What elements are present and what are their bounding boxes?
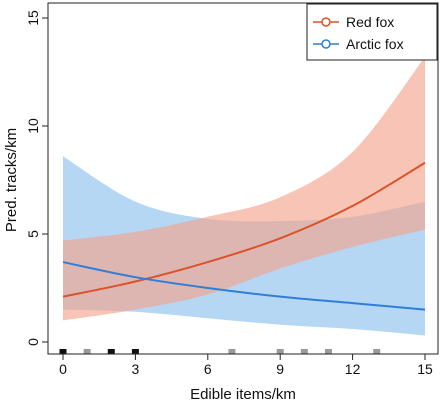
y-tick-label: 0	[25, 338, 41, 346]
rug-mark-gray	[83, 349, 91, 354]
y-tick-label: 10	[25, 118, 41, 134]
line-red-fox	[62, 161, 426, 298]
rug-mark-dark	[107, 349, 115, 354]
y-tick-label: 15	[25, 10, 41, 26]
legend-swatch-marker	[321, 39, 331, 49]
rug-mark-gray	[373, 349, 381, 354]
x-tick-label: 9	[276, 361, 284, 377]
y-axis-label: Pred. tracks/km	[3, 128, 20, 232]
rug-mark-gray	[300, 349, 308, 354]
axes: 0 3 6 9 12 15 0 5 10 15	[25, 10, 433, 377]
legend-swatch-marker	[321, 17, 331, 27]
x-tick-label: 12	[345, 361, 361, 377]
plot-frame	[47, 2, 439, 355]
x-tick-label: 15	[417, 361, 433, 377]
rug-mark-gray	[228, 349, 236, 354]
legend: Red fox Arctic fox	[306, 3, 438, 61]
rug-mark-dark	[131, 349, 139, 354]
series-lines	[62, 161, 426, 311]
line-arctic-fox	[62, 261, 426, 311]
x-tick-label: 0	[59, 361, 67, 377]
rug-mark-gray	[324, 349, 332, 354]
x-axis-label: Edible items/km	[190, 386, 296, 403]
x-tick-label: 6	[204, 361, 212, 377]
y-tick-label: 5	[25, 230, 41, 238]
rug-marks	[59, 349, 381, 354]
legend-label: Arctic fox	[346, 36, 404, 52]
legend-label: Red fox	[346, 14, 394, 30]
legend-box	[306, 3, 438, 61]
x-tick-label: 3	[132, 361, 140, 377]
confidence-bands	[63, 56, 425, 336]
rug-mark-gray	[276, 349, 284, 354]
band-red-fox	[63, 56, 425, 321]
rug-mark-dark	[59, 349, 67, 354]
